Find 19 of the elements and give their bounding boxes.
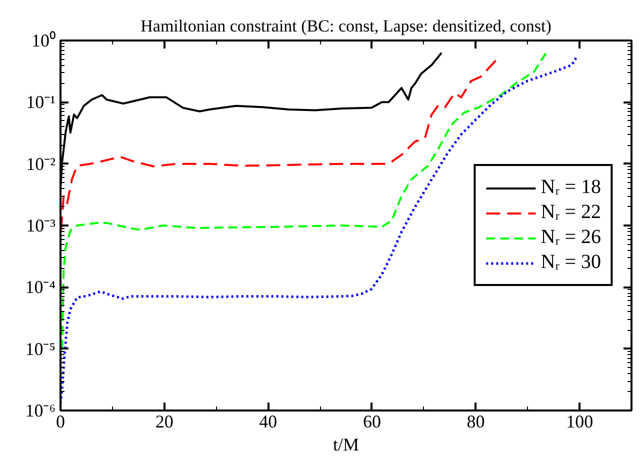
legend-label: Nᵣ = 30 bbox=[540, 251, 601, 274]
y-tick-label: 10⁰ bbox=[32, 30, 56, 50]
x-tick-label: 60 bbox=[362, 412, 381, 432]
legend-label: Nᵣ = 26 bbox=[540, 226, 601, 249]
x-tick-label: 100 bbox=[566, 412, 594, 432]
y-tick-label: 10⁻³ bbox=[26, 216, 56, 236]
x-tick-label: 20 bbox=[155, 412, 174, 432]
legend-label: Nᵣ = 18 bbox=[540, 176, 601, 199]
y-tick-label: 10⁻⁵ bbox=[25, 338, 56, 359]
legend-label: Nᵣ = 22 bbox=[540, 201, 601, 224]
y-tick-label: 10⁻¹ bbox=[26, 92, 56, 112]
x-tick-label: 0 bbox=[56, 412, 65, 432]
y-tick-label: 10⁻⁴ bbox=[25, 277, 56, 298]
x-tick-label: 40 bbox=[259, 412, 278, 432]
x-tick-label: 80 bbox=[466, 412, 485, 432]
x-axis-title: t/M bbox=[332, 434, 360, 454]
y-tick-label: 10⁻⁶ bbox=[25, 400, 56, 420]
y-tick-label: 10⁻² bbox=[26, 154, 56, 174]
chart-title: Hamiltonian constraint (BC: const, Lapse: densitized, const) bbox=[140, 16, 552, 36]
